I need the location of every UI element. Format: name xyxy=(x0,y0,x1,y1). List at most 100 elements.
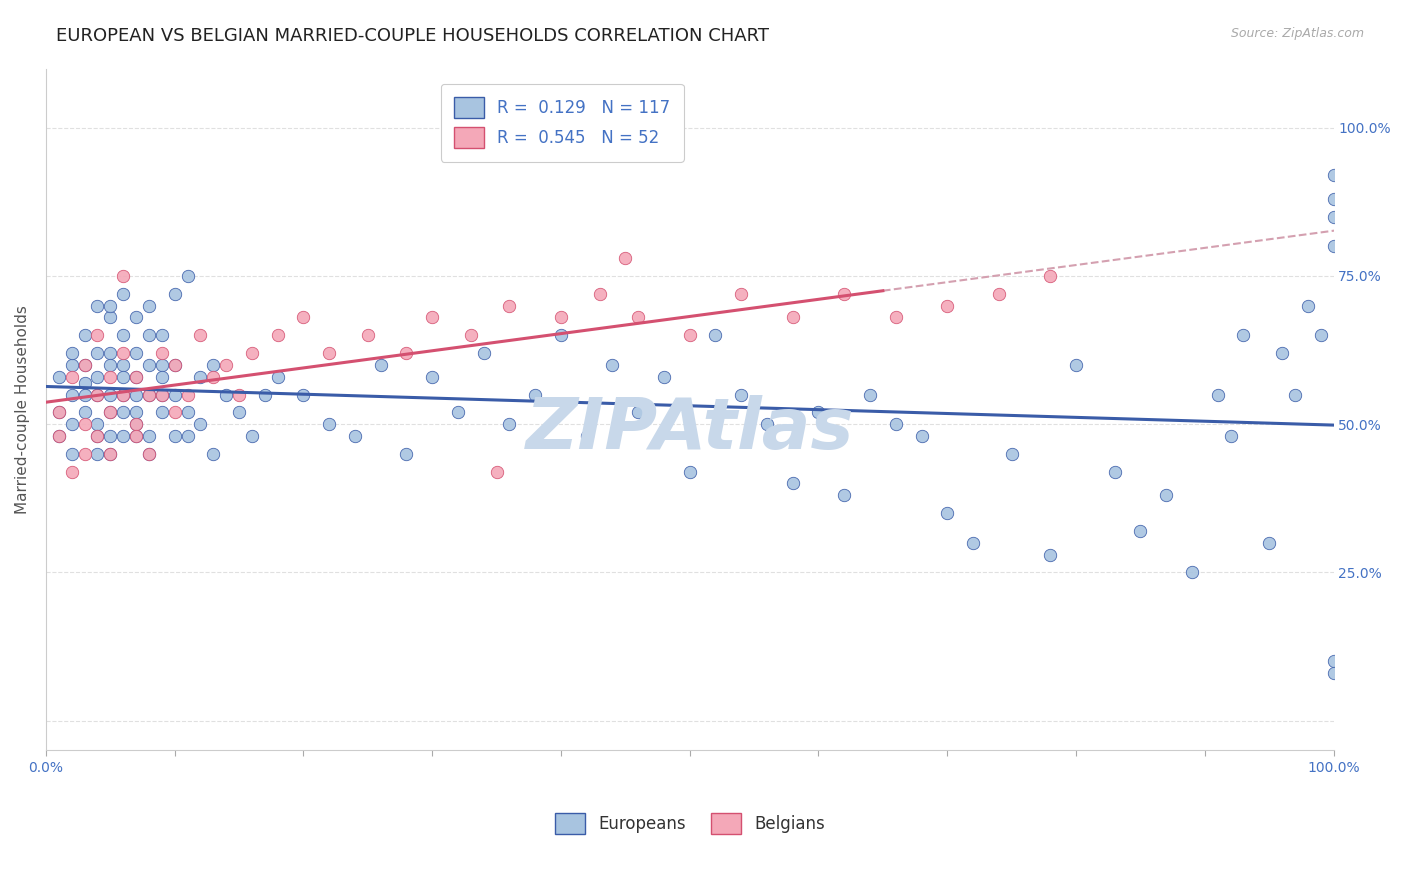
Point xyxy=(318,417,340,432)
Point xyxy=(98,387,121,401)
Point xyxy=(150,328,173,343)
Point xyxy=(730,387,752,401)
Point xyxy=(240,346,263,360)
Point xyxy=(460,328,482,343)
Point xyxy=(730,286,752,301)
Point xyxy=(627,310,650,325)
Point xyxy=(73,405,96,419)
Point xyxy=(98,405,121,419)
Point xyxy=(215,387,238,401)
Point xyxy=(150,405,173,419)
Point xyxy=(832,286,855,301)
Point xyxy=(395,346,418,360)
Point xyxy=(1322,654,1344,668)
Point xyxy=(370,358,392,372)
Point xyxy=(240,429,263,443)
Point xyxy=(48,429,70,443)
Point xyxy=(524,387,547,401)
Point xyxy=(962,535,984,549)
Point xyxy=(1296,299,1319,313)
Point xyxy=(472,346,495,360)
Point xyxy=(86,328,108,343)
Point xyxy=(163,358,186,372)
Point xyxy=(138,358,160,372)
Point xyxy=(125,417,148,432)
Point xyxy=(73,447,96,461)
Point xyxy=(150,387,173,401)
Point xyxy=(652,369,675,384)
Point xyxy=(176,405,198,419)
Text: ZIPAtlas: ZIPAtlas xyxy=(526,395,853,465)
Point xyxy=(1039,548,1062,562)
Point xyxy=(86,346,108,360)
Point xyxy=(267,369,290,384)
Point xyxy=(86,417,108,432)
Text: EUROPEAN VS BELGIAN MARRIED-COUPLE HOUSEHOLDS CORRELATION CHART: EUROPEAN VS BELGIAN MARRIED-COUPLE HOUSE… xyxy=(56,27,769,45)
Point xyxy=(190,369,212,384)
Point xyxy=(1181,566,1204,580)
Point xyxy=(98,299,121,313)
Point xyxy=(1322,666,1344,681)
Point xyxy=(86,429,108,443)
Point xyxy=(343,429,366,443)
Point xyxy=(86,369,108,384)
Point xyxy=(112,369,135,384)
Point xyxy=(98,429,121,443)
Point xyxy=(1104,465,1126,479)
Point xyxy=(498,299,520,313)
Point xyxy=(98,346,121,360)
Point xyxy=(807,405,830,419)
Point xyxy=(86,299,108,313)
Point xyxy=(267,328,290,343)
Point xyxy=(60,346,83,360)
Point xyxy=(163,429,186,443)
Point xyxy=(1219,429,1241,443)
Point xyxy=(782,310,804,325)
Point xyxy=(163,387,186,401)
Point xyxy=(588,286,610,301)
Point xyxy=(138,387,160,401)
Point xyxy=(112,429,135,443)
Point xyxy=(98,447,121,461)
Point xyxy=(228,405,250,419)
Point xyxy=(627,405,650,419)
Point xyxy=(98,369,121,384)
Point xyxy=(550,328,572,343)
Point xyxy=(202,369,225,384)
Point xyxy=(884,417,907,432)
Point xyxy=(125,405,148,419)
Point xyxy=(125,429,148,443)
Point xyxy=(292,387,315,401)
Point xyxy=(228,387,250,401)
Point xyxy=(1154,488,1177,502)
Point xyxy=(1309,328,1331,343)
Point xyxy=(910,429,932,443)
Point xyxy=(1258,535,1281,549)
Point xyxy=(60,387,83,401)
Point xyxy=(138,447,160,461)
Point xyxy=(48,405,70,419)
Point xyxy=(112,387,135,401)
Point xyxy=(150,369,173,384)
Point xyxy=(756,417,779,432)
Point xyxy=(125,387,148,401)
Point xyxy=(190,328,212,343)
Point xyxy=(48,369,70,384)
Point xyxy=(1129,524,1152,538)
Y-axis label: Married-couple Households: Married-couple Households xyxy=(15,305,30,514)
Point xyxy=(163,286,186,301)
Point xyxy=(447,405,470,419)
Point xyxy=(138,447,160,461)
Point xyxy=(1039,268,1062,283)
Point xyxy=(60,447,83,461)
Point xyxy=(138,429,160,443)
Point xyxy=(73,358,96,372)
Point xyxy=(987,286,1010,301)
Point xyxy=(859,387,882,401)
Point xyxy=(614,251,637,265)
Point xyxy=(936,299,959,313)
Point xyxy=(86,447,108,461)
Point xyxy=(48,405,70,419)
Point xyxy=(832,488,855,502)
Point xyxy=(1284,387,1306,401)
